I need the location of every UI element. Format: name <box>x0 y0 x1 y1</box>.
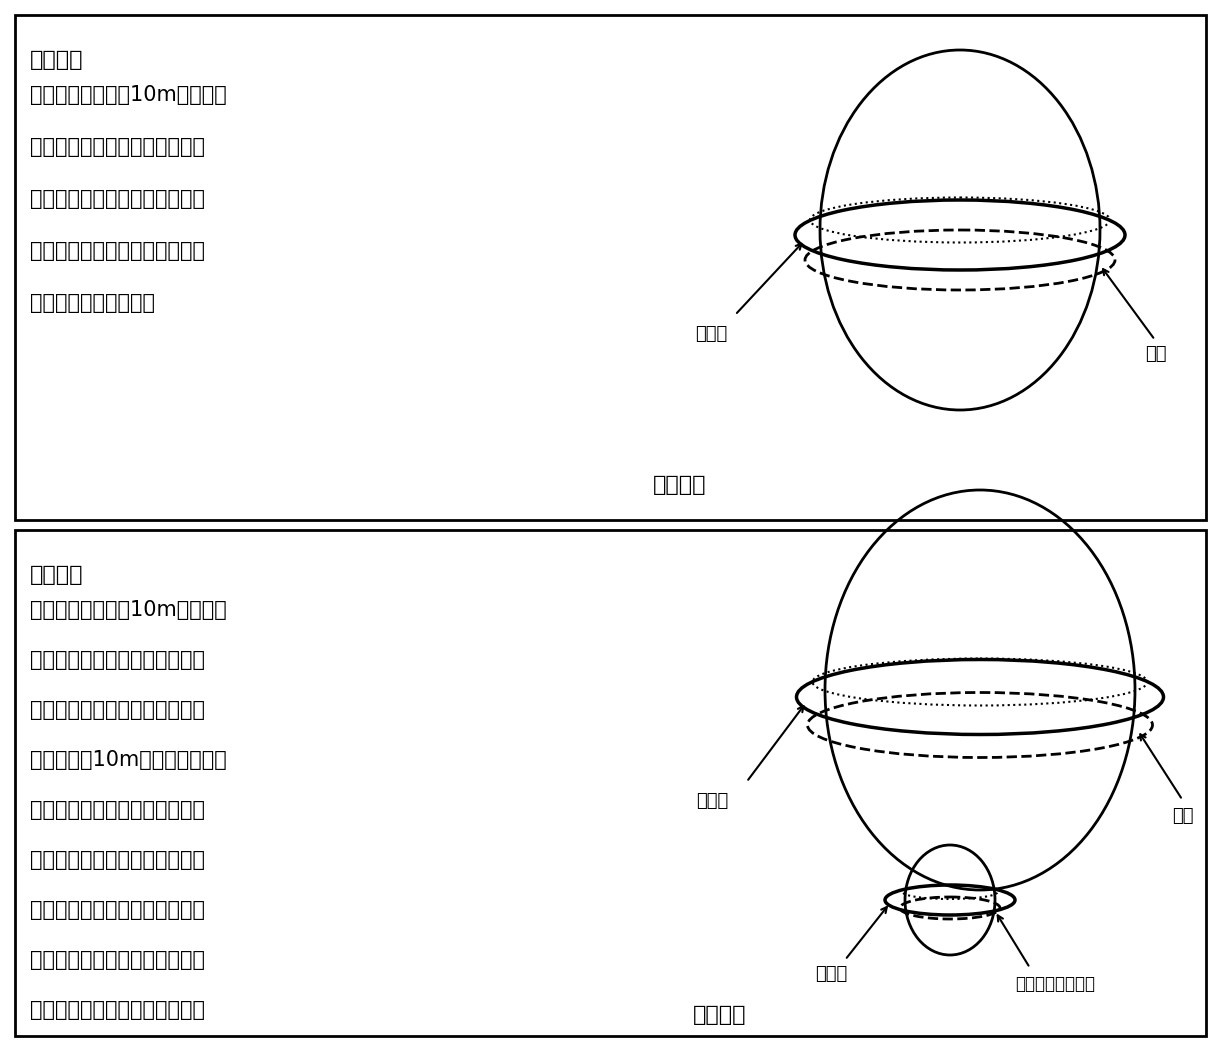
Text: の赤道上空10mの高さにロープ: の赤道上空10mの高さにロープ <box>31 750 227 770</box>
Text: を円形に巻くことができたとし: を円形に巻くことができたとし <box>31 800 205 820</box>
Text: 地球の赤道上空10mの高さに: 地球の赤道上空10mの高さに <box>31 85 227 105</box>
Text: 道の長さの差と、ピンポン玉の: 道の長さの差と、ピンポン玉の <box>31 900 205 920</box>
Text: ロープ: ロープ <box>814 965 847 983</box>
Text: ＜問題＞: ＜問題＞ <box>31 50 83 70</box>
Text: 道の長さの差はどちらが長いで: 道の長さの差はどちらが長いで <box>31 1000 205 1021</box>
Text: 赤道: 赤道 <box>1145 345 1166 363</box>
FancyBboxPatch shape <box>15 530 1206 1036</box>
Text: ＜問題＞: ＜問題＞ <box>31 565 83 585</box>
Text: 地球の赤道上空10mの高さに: 地球の赤道上空10mの高さに <box>31 600 227 620</box>
Text: 【図１】: 【図１】 <box>653 475 707 495</box>
Text: ロープの長さとピンポン玉の赤: ロープの長さとピンポン玉の赤 <box>31 950 205 970</box>
Text: ロープ: ロープ <box>695 325 728 343</box>
Text: 【図２】: 【図２】 <box>694 1005 747 1025</box>
Text: ロープを円形に巻くことができ: ロープを円形に巻くことができ <box>31 650 205 669</box>
Text: ピンポン玉の赤道: ピンポン玉の赤道 <box>1015 975 1095 993</box>
Text: たとします。また、ピンポン玉: たとします。また、ピンポン玉 <box>31 700 205 720</box>
Text: 赤道: 赤道 <box>1172 807 1194 825</box>
Text: たとします。赤道の長さより、: たとします。赤道の長さより、 <box>31 189 205 209</box>
FancyBboxPatch shape <box>15 15 1206 520</box>
Text: ます。地球のロープの長さと赤: ます。地球のロープの長さと赤 <box>31 850 205 870</box>
Text: ロープを円形に巻くことができ: ロープを円形に巻くことができ <box>31 137 205 157</box>
Text: ロープの長さはどれくらい長い: ロープの長さはどれくらい長い <box>31 241 205 261</box>
Text: ですか、求めなさい。: ですか、求めなさい。 <box>31 293 155 313</box>
Text: ロープ: ロープ <box>696 792 729 810</box>
